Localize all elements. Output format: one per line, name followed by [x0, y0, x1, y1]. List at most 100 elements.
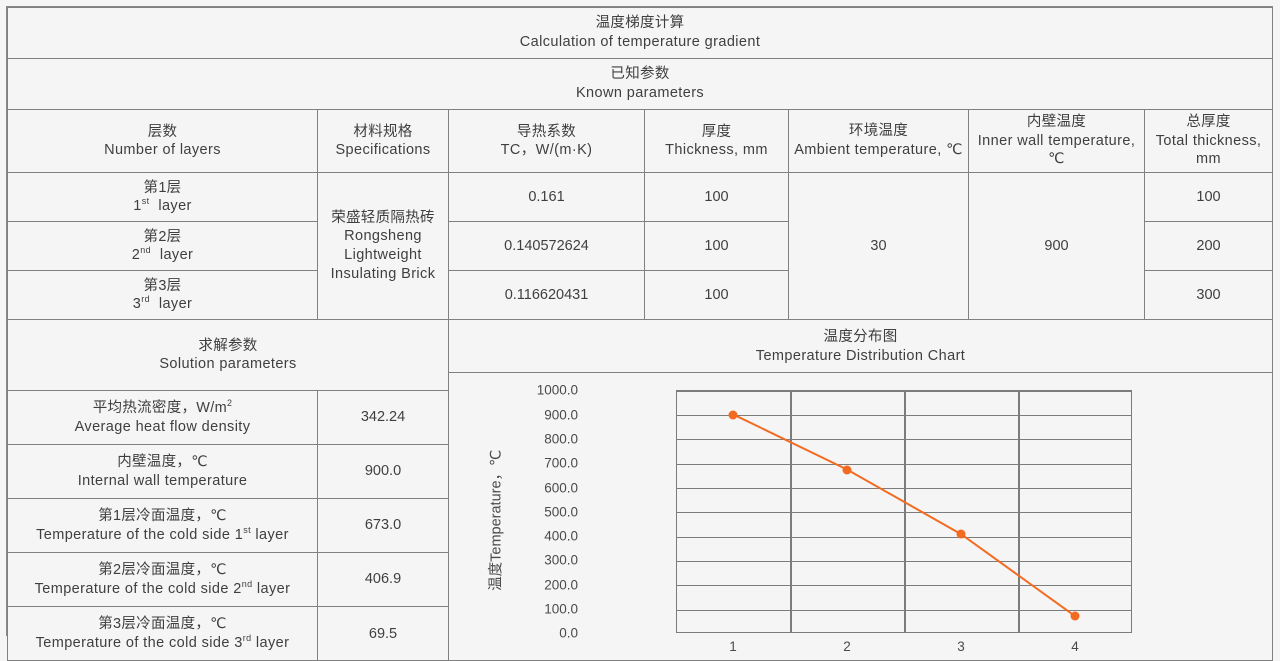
solution-label-internal-wall-temp: 内壁温度，℃ Internal wall temperature: [7, 444, 318, 500]
col-header-tc-cn: 导热系数: [516, 123, 577, 140]
chart-y-tick-label: 1000.0: [536, 382, 578, 398]
chart-data-point: [1070, 611, 1080, 621]
page-title: 温度梯度计算 Calculation of temperature gradie…: [6, 7, 1274, 59]
material-cn: 荣盛轻质隔热砖: [331, 209, 435, 226]
known-parameters-en: Known parameters: [575, 85, 705, 101]
known-table-header-row: 层数 Number of layers 材料规格 Specifications …: [7, 108, 1274, 174]
col-header-thickness-en: Thickness, mm: [665, 142, 768, 159]
col-header-total-thickness-en: Total thickness, mm: [1155, 132, 1262, 168]
col-header-ambient-en: Ambient temperature, ℃: [794, 141, 963, 158]
chart-y-tick-label: 200.0: [544, 577, 578, 593]
cell-layer-1: 第1层 1st layer: [7, 172, 318, 223]
chart-line-path: [732, 413, 1076, 618]
cell-material-specification: 荣盛轻质隔热砖 Rongsheng Lightweight Insulating…: [317, 172, 449, 321]
known-parameters-heading: 已知参数 Known parameters: [6, 58, 1274, 110]
table-row: 第1层 1st layer 荣盛轻质隔热砖 Rongsheng Lightwei…: [7, 172, 1274, 321]
solution-label-cold-side-1: 第1层冷面温度，℃ Temperature of the cold side 1…: [7, 498, 318, 554]
chart-panel-inner: 温度分布图 Temperature Distribution Chart 温度T…: [449, 320, 1273, 660]
solution-value-cold-side-1: 673.0: [317, 498, 449, 554]
cell-layer-2: 第2层 2nd layer: [7, 221, 318, 272]
col-header-ambient: 环境温度 Ambient temperature, ℃: [788, 108, 969, 174]
col-header-total-thickness: 总厚度 Total thickness, mm: [1143, 108, 1274, 174]
col-header-tc-en: TC，W/(m·K): [500, 142, 593, 159]
col-header-inner-wall: 内壁温度 Inner wall temperature, ℃: [968, 108, 1145, 174]
solution-parameters-cn: 求解参数: [198, 337, 258, 354]
cell-total-thickness-1: 100: [1143, 172, 1274, 223]
cell-tc-3: 0.116620431: [448, 270, 645, 321]
layer-1-cn: 第1层: [143, 179, 182, 196]
table-row: 平均热流密度，W/m2 Average heat flow density 34…: [7, 390, 1273, 446]
solution-label-cold-side-3-cn: 第3层冷面温度，℃: [98, 616, 227, 633]
table-row: 第1层冷面温度，℃ Temperature of the cold side 1…: [7, 498, 1273, 554]
chart-y-tick-label: 800.0: [544, 431, 578, 447]
chart-x-tick-label: 4: [1071, 639, 1079, 655]
chart-series-line: [732, 413, 1076, 618]
table-row: 第3层 3rd layer 0.116620431 100 300: [7, 270, 1274, 321]
main-table: 温度梯度计算 Calculation of temperature gradie…: [6, 7, 1274, 661]
solution-label-cold-side-3: 第3层冷面温度，℃ Temperature of the cold side 3…: [7, 606, 318, 661]
chart-gridline-horizontal: [677, 512, 1131, 514]
chart-gridline-horizontal: [677, 585, 1131, 587]
chart-y-tick-label: 900.0: [544, 406, 578, 422]
col-header-layers-cn: 层数: [147, 123, 178, 140]
cell-total-thickness-3: 300: [1143, 270, 1274, 321]
layer-2-cn: 第2层: [143, 228, 182, 245]
col-header-specifications-en: Specifications: [335, 142, 431, 159]
solution-label-internal-wall-temp-cn: 内壁温度，℃: [117, 454, 208, 471]
chart-title-cn: 温度分布图: [823, 329, 898, 346]
col-header-specifications: 材料规格 Specifications: [317, 108, 449, 174]
solution-label-cold-side-3-en: Temperature of the cold side 3rd layer: [35, 632, 290, 651]
chart-y-tick-label: 500.0: [544, 504, 578, 520]
col-header-ambient-cn: 环境温度: [848, 123, 909, 140]
cell-thickness-2: 100: [644, 221, 789, 272]
chart-plot-area: [676, 390, 1132, 634]
chart-gridline-vertical: [790, 391, 792, 633]
chart-y-tick-label: 300.0: [544, 552, 578, 568]
col-header-inner-wall-en: Inner wall temperature, ℃: [977, 132, 1136, 168]
chart-gridline-horizontal: [677, 560, 1131, 562]
solution-value-cold-side-3: 69.5: [317, 606, 449, 661]
layer-2-en: 2nd layer: [131, 245, 194, 264]
col-header-tc: 导热系数 TC，W/(m·K): [448, 108, 645, 174]
solution-parameters-en: Solution parameters: [159, 356, 297, 373]
chart-gridline-horizontal: [677, 439, 1131, 441]
cell-total-thickness-2: 200: [1143, 221, 1274, 272]
chart-y-tick-label: 700.0: [544, 455, 578, 471]
solution-label-cold-side-2: 第2层冷面温度，℃ Temperature of the cold side 2…: [7, 552, 318, 608]
title-row: 温度梯度计算 Calculation of temperature gradie…: [6, 7, 1274, 59]
known-parameters-row: 已知参数 Known parameters: [6, 58, 1274, 110]
solution-label-avg-heat-flow-en: Average heat flow density: [74, 418, 251, 435]
layer-1-en: 1st layer: [133, 196, 192, 215]
page-root: 温度梯度计算 Calculation of temperature gradie…: [6, 6, 1274, 661]
chart-gridline-vertical: [904, 391, 906, 633]
solution-label-internal-wall-temp-en: Internal wall temperature: [77, 472, 248, 489]
solution-label-cold-side-2-cn: 第2层冷面温度，℃: [98, 562, 227, 579]
cell-thickness-1: 100: [644, 172, 789, 223]
chart-x-tick-label: 3: [957, 639, 965, 655]
table-row: 内壁温度，℃ Internal wall temperature 900.0: [7, 444, 1273, 500]
chart-gridline-horizontal: [677, 536, 1131, 538]
cell-thickness-3: 100: [644, 270, 789, 321]
chart-x-tick-label: 2: [843, 639, 851, 655]
solution-label-avg-heat-flow-cn: 平均热流密度，W/m2: [92, 398, 233, 417]
known-parameters-cn: 已知参数: [610, 66, 670, 83]
col-header-thickness-cn: 厚度: [701, 123, 732, 140]
chart-gridline-horizontal: [677, 463, 1131, 465]
chart-title-en: Temperature Distribution Chart: [755, 347, 966, 364]
solution-label-cold-side-1-cn: 第1层冷面温度，℃: [98, 508, 227, 525]
cell-layer-3: 第3层 3rd layer: [7, 270, 318, 321]
col-header-layers-en: Number of layers: [104, 142, 221, 159]
col-header-layers: 层数 Number of layers: [7, 108, 318, 174]
table-row: 第2层 2nd layer 0.140572624 100 200: [7, 221, 1274, 272]
solution-and-chart-header-row: 求解参数 Solution parameters 温度分布图 Temperatu…: [7, 319, 1274, 661]
cell-tc-2: 0.140572624: [448, 221, 645, 272]
cell-tc-1: 0.161: [448, 172, 645, 223]
table-row: 第2层冷面温度，℃ Temperature of the cold side 2…: [7, 552, 1273, 608]
col-header-thickness: 厚度 Thickness, mm: [644, 108, 789, 174]
chart-x-tick-label: 1: [729, 639, 737, 655]
chart-y-tick-label: 400.0: [544, 528, 578, 544]
material-en: Rongsheng Lightweight Insulating Brick: [330, 228, 436, 282]
col-header-inner-wall-cn: 内壁温度: [1026, 114, 1087, 130]
solution-value-avg-heat-flow: 342.24: [317, 390, 449, 446]
solution-label-avg-heat-flow: 平均热流密度，W/m2 Average heat flow density: [7, 390, 318, 446]
